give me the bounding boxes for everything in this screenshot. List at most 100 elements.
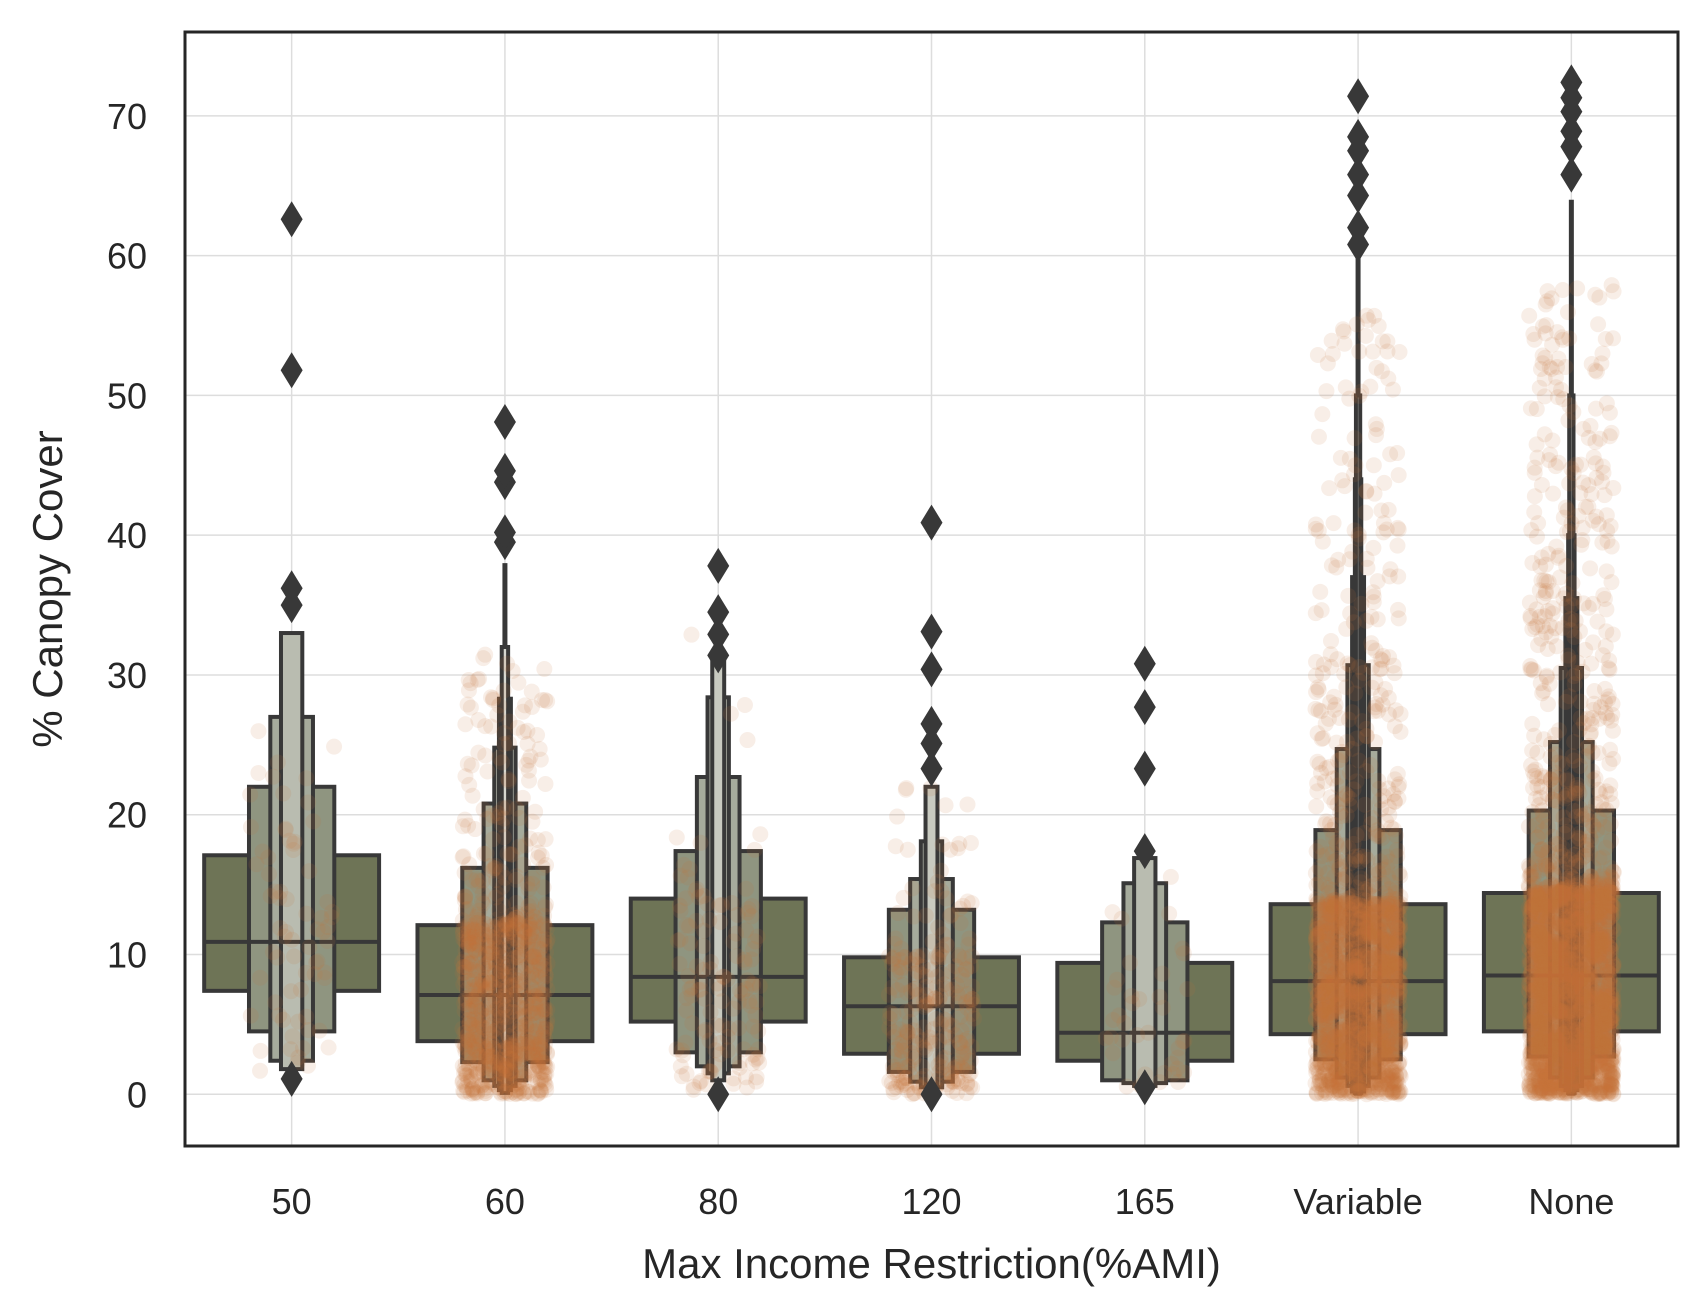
data-point-60 [477, 718, 494, 735]
data-point-165 [1118, 1078, 1135, 1095]
data-point-50 [305, 813, 322, 830]
data-point-60 [503, 1064, 520, 1081]
data-point-50 [277, 924, 294, 941]
data-point-60 [534, 1029, 551, 1046]
data-point-60 [519, 1029, 536, 1046]
data-point-60 [515, 924, 532, 941]
data-point-60 [530, 1036, 547, 1053]
data-point-60 [507, 944, 524, 961]
data-point-80 [678, 1002, 695, 1019]
data-point-50 [271, 889, 288, 906]
data-point-80 [739, 732, 756, 749]
data-point-60 [508, 917, 525, 934]
data-point-120 [887, 930, 904, 947]
data-point-60 [474, 885, 491, 902]
data-point-60 [465, 1085, 482, 1102]
data-point-Variable [1334, 1005, 1351, 1022]
data-point-60 [533, 847, 550, 864]
data-point-60 [525, 995, 542, 1012]
data-point-60 [469, 1054, 486, 1071]
data-point-Variable [1344, 704, 1361, 721]
data-point-60 [495, 993, 512, 1010]
data-point-60 [477, 969, 494, 986]
data-point-60 [513, 916, 530, 933]
data-point-60 [486, 1058, 503, 1075]
data-point-60 [501, 1047, 518, 1064]
data-point-Variable [1369, 822, 1386, 839]
data-point-60 [536, 1055, 553, 1072]
data-point-60 [531, 954, 548, 971]
data-point-Variable [1342, 605, 1359, 622]
data-point-60 [508, 921, 525, 938]
data-point-50 [319, 893, 336, 910]
data-point-50 [294, 1040, 311, 1057]
data-point-50 [309, 953, 326, 970]
data-point-60 [537, 968, 554, 985]
data-point-60 [482, 1017, 499, 1034]
data-point-60 [524, 970, 541, 987]
data-point-60 [525, 948, 542, 965]
data-point-60 [534, 986, 551, 1003]
data-point-60 [463, 1038, 480, 1055]
data-point-60 [523, 978, 540, 995]
data-point-60 [527, 1051, 544, 1068]
data-point-Variable [1308, 798, 1325, 815]
data-point-60 [524, 875, 541, 892]
data-point-50 [311, 1022, 328, 1039]
data-point-None [1529, 744, 1546, 761]
data-point-60 [482, 1033, 499, 1050]
data-point-60 [458, 981, 475, 998]
data-point-60 [484, 929, 501, 946]
data-point-60 [462, 1002, 479, 1019]
data-point-60 [534, 1054, 551, 1071]
data-point-50 [282, 1041, 299, 1058]
data-point-60 [536, 917, 553, 934]
data-point-60 [457, 992, 474, 1009]
data-point-60 [510, 1084, 527, 1101]
data-point-60 [457, 1038, 474, 1055]
data-point-60 [457, 716, 474, 733]
data-point-60 [521, 989, 538, 1006]
data-point-120 [917, 907, 934, 924]
data-point-60 [464, 1081, 481, 1098]
data-point-60 [456, 1036, 473, 1053]
data-point-60 [508, 977, 525, 994]
data-point-60 [516, 1008, 533, 1025]
data-point-120 [953, 1059, 970, 1076]
data-point-60 [461, 1011, 478, 1028]
data-point-60 [469, 908, 486, 925]
data-point-60 [481, 1060, 498, 1077]
data-point-Variable [1346, 430, 1363, 447]
data-point-60 [465, 962, 482, 979]
data-point-60 [478, 1046, 495, 1063]
data-point-Variable [1357, 504, 1374, 521]
data-point-Variable [1314, 665, 1331, 682]
data-point-60 [527, 1039, 544, 1056]
data-point-165 [1129, 1027, 1146, 1044]
data-point-60 [489, 706, 506, 723]
data-point-120 [889, 808, 906, 825]
data-point-60 [496, 997, 513, 1014]
data-point-60 [471, 1036, 488, 1053]
data-point-60 [497, 1083, 514, 1100]
data-point-60 [532, 1038, 549, 1055]
box-level-6-None [1567, 393, 1576, 1096]
data-point-60 [502, 1063, 519, 1080]
data-point-60 [454, 1074, 471, 1091]
data-point-80 [711, 980, 728, 997]
data-point-60 [516, 1035, 533, 1052]
data-point-165 [1170, 1073, 1187, 1090]
data-point-60 [473, 930, 490, 947]
data-point-60 [456, 888, 473, 905]
data-point-60 [502, 1064, 519, 1081]
data-point-60 [483, 1035, 500, 1052]
data-point-60 [489, 1000, 506, 1017]
data-point-60 [493, 1042, 510, 1059]
data-point-60 [460, 931, 477, 948]
data-point-80 [749, 1049, 766, 1066]
data-point-60 [530, 1074, 547, 1091]
data-point-60 [496, 1061, 513, 1078]
data-point-60 [507, 1050, 524, 1067]
data-point-60 [454, 912, 471, 929]
data-point-Variable [1348, 730, 1365, 747]
